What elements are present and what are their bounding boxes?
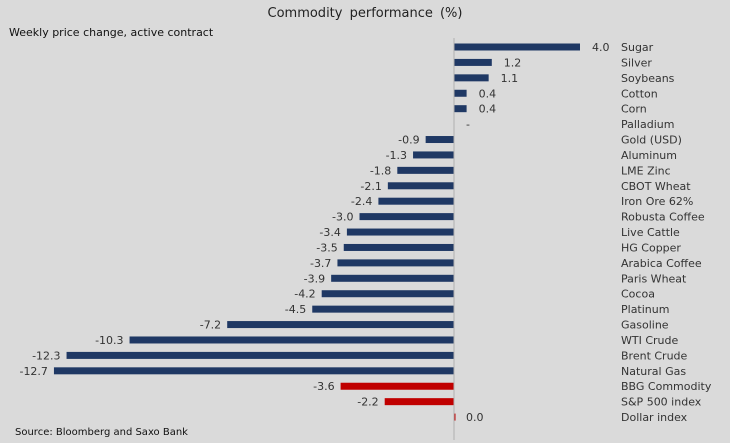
category-label: CBOT Wheat: [621, 180, 691, 193]
data-label: -2.4: [351, 195, 372, 208]
data-label: -2.2: [357, 396, 378, 409]
data-label: -0.9: [398, 134, 419, 147]
category-label: Dollar index: [621, 411, 688, 424]
bar: [454, 58, 492, 66]
data-label: -4.2: [294, 288, 315, 301]
data-label: -1.3: [386, 149, 407, 162]
data-label: -3.0: [332, 211, 353, 224]
bar: [454, 89, 467, 97]
data-label: 4.0: [592, 41, 610, 54]
category-label: Arabica Coffee: [621, 257, 702, 270]
category-label: Sugar: [621, 41, 654, 54]
bar: [312, 305, 454, 313]
category-label: Robusta Coffee: [621, 211, 705, 224]
category-label: HG Copper: [621, 241, 681, 254]
category-label: Iron Ore 62%: [621, 195, 693, 208]
chart-title: Commodity performance (%): [267, 6, 463, 21]
category-label: Live Cattle: [621, 226, 680, 239]
chart-source: Source: Bloomberg and Saxo Bank: [15, 427, 188, 438]
data-label: -1.8: [370, 164, 391, 177]
category-label: Palladium: [621, 118, 674, 131]
bar: [331, 274, 454, 282]
category-label: Soybeans: [621, 72, 675, 85]
category-label: Aluminum: [621, 149, 677, 162]
data-label: -3.9: [304, 272, 325, 285]
bar: [129, 336, 455, 344]
category-label: Cotton: [621, 87, 658, 100]
category-label: Gasoline: [621, 319, 669, 332]
data-label: -: [466, 118, 470, 131]
bar: [346, 228, 454, 236]
bar: [397, 166, 454, 174]
bar: [337, 259, 454, 267]
data-label: 0.4: [479, 103, 497, 116]
data-label: -12.3: [32, 349, 60, 362]
data-label: -4.5: [285, 303, 306, 316]
category-label: LME Zinc: [621, 164, 671, 177]
bar: [227, 321, 454, 329]
category-label: Cocoa: [621, 288, 655, 301]
bar: [384, 398, 454, 406]
bar: [454, 74, 489, 82]
category-label: WTI Crude: [621, 334, 678, 347]
data-label: -12.7: [19, 365, 47, 378]
bar: [66, 351, 455, 359]
category-label: Silver: [621, 56, 652, 69]
bar: [454, 105, 467, 113]
data-label: -10.3: [95, 334, 123, 347]
bar: [454, 413, 456, 421]
category-label: Gold (USD): [621, 134, 682, 147]
data-label: -3.4: [319, 226, 340, 239]
data-label: 0.0: [466, 411, 484, 424]
category-label: Platinum: [621, 303, 669, 316]
data-label: -7.2: [200, 319, 221, 332]
chart-subtitle: Weekly price change, active contract: [9, 26, 214, 39]
data-label: -2.1: [360, 180, 381, 193]
bar: [321, 290, 454, 298]
category-label: S&P 500 index: [621, 396, 702, 409]
category-label: Corn: [621, 103, 647, 116]
data-label: 1.1: [501, 72, 519, 85]
bar: [53, 367, 454, 375]
bar: [454, 43, 580, 51]
bar: [343, 243, 454, 251]
bar: [340, 382, 454, 390]
data-label: -3.7: [310, 257, 331, 270]
bar: [378, 197, 454, 205]
category-label: Brent Crude: [621, 349, 688, 362]
data-label: 1.2: [504, 56, 522, 69]
bar: [425, 136, 454, 144]
category-label: BBG Commodity: [621, 380, 712, 393]
data-label: 0.4: [479, 87, 497, 100]
bar: [413, 151, 454, 159]
data-label: -3.6: [313, 380, 334, 393]
category-label: Paris Wheat: [621, 272, 687, 285]
data-label: -3.5: [316, 241, 337, 254]
bar: [387, 182, 454, 190]
bar: [359, 213, 454, 221]
category-label: Natural Gas: [621, 365, 686, 378]
